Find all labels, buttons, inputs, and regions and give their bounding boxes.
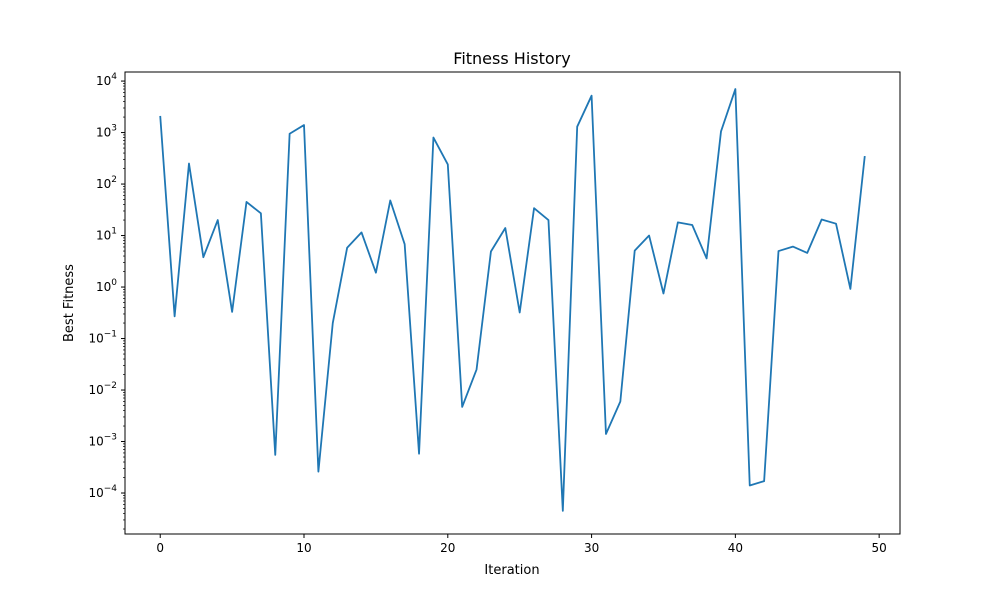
chart-title: Fitness History — [453, 49, 570, 68]
y-tick-label: 10−2 — [88, 381, 117, 397]
y-tick-label: 10−1 — [88, 330, 117, 346]
y-tick-label: 104 — [96, 72, 117, 88]
x-tick-label: 20 — [440, 541, 455, 555]
y-tick-label: 102 — [96, 175, 117, 191]
y-tick-label: 103 — [96, 124, 117, 140]
x-tick-label: 30 — [584, 541, 599, 555]
y-axis-ticks: 10−4 10−3 10−2 10−1 100 101 102 103 104 — [88, 72, 125, 530]
y-axis-label: Best Fitness — [62, 264, 77, 342]
x-axis-ticks: 0 10 20 30 40 50 — [156, 534, 887, 555]
y-tick-label: 10−3 — [88, 433, 117, 449]
y-tick-label: 100 — [96, 278, 117, 294]
y-tick-label: 101 — [96, 227, 117, 243]
y-tick-label: 10−4 — [88, 484, 117, 500]
x-tick-label: 50 — [872, 541, 887, 555]
series-line — [159, 88, 866, 512]
x-tick-label: 10 — [296, 541, 311, 555]
plot-frame — [124, 71, 901, 535]
x-axis-label: Iteration — [484, 563, 539, 578]
x-tick-label: 0 — [156, 541, 164, 555]
x-tick-label: 40 — [728, 541, 743, 555]
